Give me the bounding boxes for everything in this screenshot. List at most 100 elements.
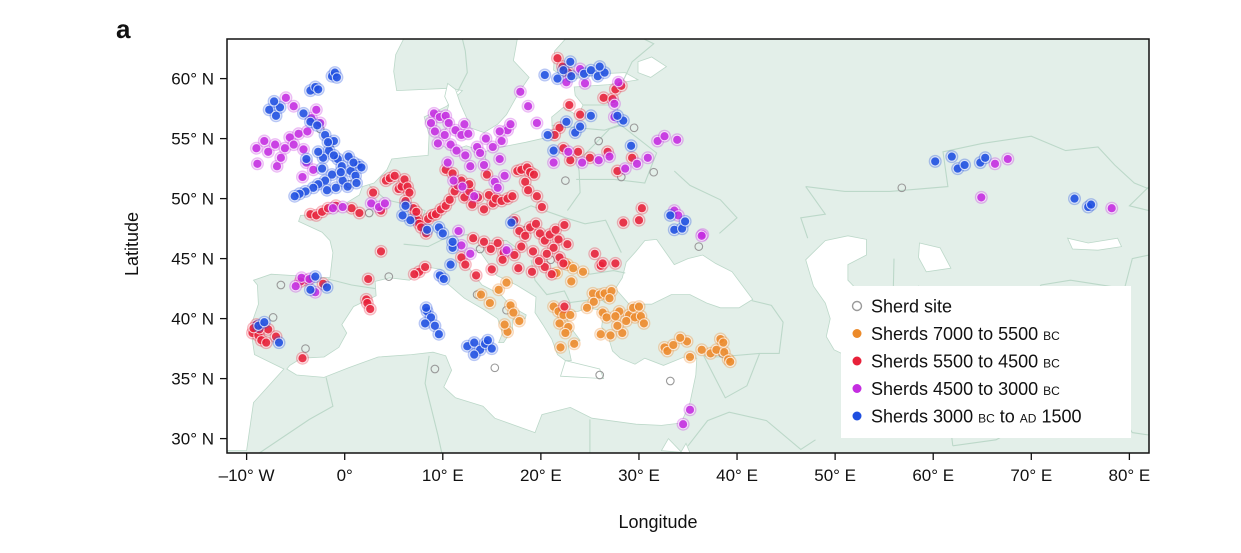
point-magenta — [442, 157, 453, 168]
point-magenta — [288, 139, 299, 150]
point-blue — [429, 320, 441, 331]
point-orange — [610, 311, 621, 322]
point-magenta — [1002, 153, 1013, 165]
aral-sea — [918, 242, 952, 273]
point-magenta — [271, 161, 283, 172]
point-blue — [335, 167, 346, 178]
point-blue — [433, 329, 445, 340]
baltic-sea — [439, 39, 640, 153]
point-red — [389, 170, 400, 181]
point-blue — [273, 337, 285, 348]
point-orange — [566, 276, 577, 287]
point-blue — [565, 56, 576, 67]
point-magenta — [593, 155, 604, 166]
point-orange — [595, 329, 606, 340]
point-magenta — [279, 143, 291, 154]
point-red — [460, 259, 471, 270]
point-site — [384, 272, 394, 281]
point-red — [470, 270, 482, 281]
point-red — [552, 53, 563, 64]
point-site — [897, 183, 907, 193]
point-magenta — [443, 117, 454, 129]
point-red — [536, 201, 548, 213]
point-blue — [679, 216, 691, 227]
point-magenta — [311, 104, 322, 115]
legend-label-magenta: Sherds 4500 to 3000 BC — [871, 379, 1060, 399]
point-orange — [617, 327, 628, 339]
legend-marker-blue — [852, 411, 862, 421]
legend-item-orange: Sherds 7000 to 5500 BC — [852, 324, 1060, 344]
point-blue — [322, 137, 334, 148]
point-magenta — [439, 129, 450, 141]
point-red — [533, 255, 545, 267]
point-magenta — [451, 145, 462, 156]
point-blue — [566, 71, 577, 82]
point-magenta — [275, 152, 287, 163]
border-kazakhstan-north — [805, 135, 1149, 192]
x-tick-label: 60° E — [912, 466, 954, 485]
border-iraq-syria — [703, 353, 761, 399]
point-blue — [665, 210, 676, 221]
point-red — [559, 301, 570, 312]
point-magenta — [613, 77, 624, 88]
point-red — [492, 237, 503, 249]
point-red — [522, 185, 534, 196]
point-red — [597, 258, 608, 269]
point-magenta — [652, 135, 663, 147]
point-site — [629, 123, 639, 133]
point-red — [554, 122, 565, 133]
point-magenta — [609, 98, 620, 109]
point-magenta — [499, 170, 510, 181]
point-blue — [356, 162, 367, 173]
point-magenta — [604, 151, 615, 162]
point-magenta — [327, 203, 339, 214]
point-orange — [555, 342, 566, 353]
point-blue — [400, 200, 411, 211]
point-blue — [1085, 199, 1097, 210]
point-blue — [574, 121, 586, 132]
point-blue — [348, 157, 359, 168]
y-tick-label: 30° N — [171, 430, 214, 449]
point-magenta — [290, 281, 301, 292]
point-orange — [493, 284, 504, 295]
point-orange — [565, 309, 576, 321]
point-magenta — [631, 158, 643, 169]
point-magenta — [425, 117, 437, 129]
point-blue — [548, 145, 559, 156]
border-morocco-algeria — [259, 377, 334, 453]
legend-label-orange: Sherds 7000 to 5500 BC — [871, 324, 1060, 344]
point-blue — [270, 110, 282, 121]
border-saudi — [687, 411, 816, 451]
series-blue — [251, 55, 1098, 362]
point-magenta — [696, 230, 707, 241]
point-blue — [561, 116, 572, 127]
point-blue — [316, 163, 328, 174]
x-tick-label: 80° E — [1108, 466, 1150, 485]
y-tick-label: 40° N — [171, 310, 214, 329]
border-sweden-norway — [457, 39, 468, 93]
point-red — [261, 337, 272, 348]
border-france-spain — [327, 278, 376, 290]
x-tick-label: 10° E — [422, 466, 464, 485]
point-red — [485, 243, 496, 255]
legend-text-part: Sherds 3000 — [871, 407, 978, 427]
point-red — [610, 258, 621, 269]
point-orange — [621, 315, 632, 327]
point-orange — [668, 339, 679, 351]
point-orange — [508, 307, 519, 318]
point-magenta — [448, 175, 459, 186]
legend-text-part: BC — [1043, 357, 1060, 371]
point-site — [430, 364, 440, 374]
point-blue — [289, 191, 300, 202]
legend-text-part: BC — [978, 412, 995, 426]
x-tick-label: 20° E — [520, 466, 562, 485]
point-magenta — [298, 144, 309, 155]
border-ukraine-russia — [673, 170, 738, 234]
point-blue — [625, 140, 637, 151]
point-blue — [594, 61, 605, 72]
balkhash-lake — [1066, 237, 1123, 251]
point-magenta — [379, 198, 391, 209]
point-magenta — [337, 201, 348, 213]
point-blue — [328, 150, 340, 161]
point-blue — [305, 284, 316, 295]
